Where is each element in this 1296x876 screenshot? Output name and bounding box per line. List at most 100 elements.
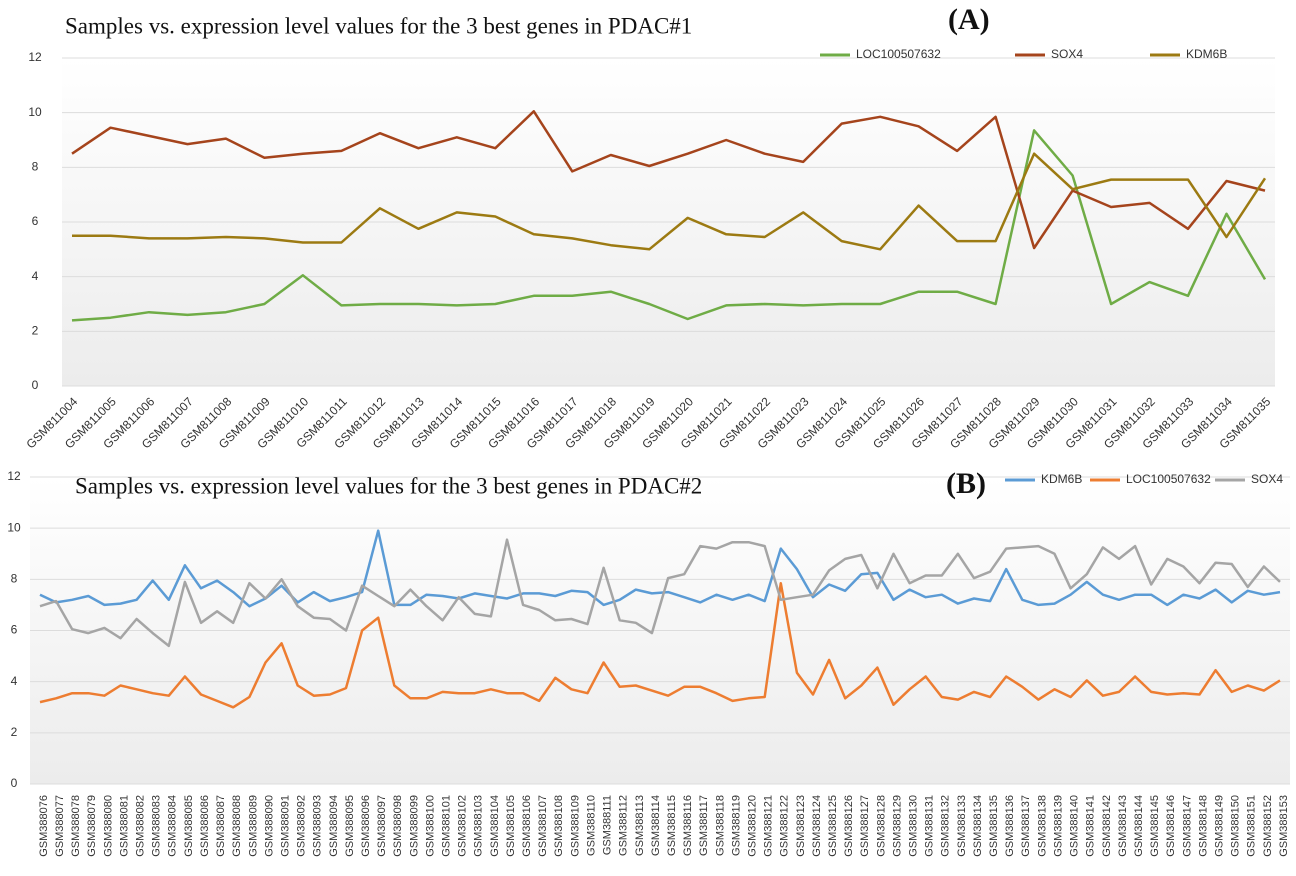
x-tick-label: GSM388087 xyxy=(215,795,227,857)
x-tick-label: GSM388082 xyxy=(135,795,147,857)
legend-label: KDM6B xyxy=(1186,47,1227,61)
x-tick-label: GSM388130 xyxy=(908,795,920,857)
x-tick-label: GSM388080 xyxy=(102,795,114,857)
x-tick-label: GSM388096 xyxy=(360,795,372,857)
x-tick-label: GSM388150 xyxy=(1230,795,1242,857)
y-tick-label: 4 xyxy=(11,674,18,688)
x-tick-label: GSM388147 xyxy=(1181,795,1193,857)
x-tick-label: GSM388139 xyxy=(1052,795,1064,857)
y-tick-label: 12 xyxy=(28,50,42,64)
series-line xyxy=(39,538,1281,648)
x-tick-label: GSM388106 xyxy=(521,795,533,857)
y-tick-label: 12 xyxy=(7,469,21,483)
x-tick-label: GSM388120 xyxy=(746,795,758,857)
x-tick-label: GSM388076 xyxy=(38,795,50,857)
x-tick-label: GSM388108 xyxy=(553,795,565,857)
x-tick-label: GSM388109 xyxy=(569,795,581,857)
y-tick-label: 0 xyxy=(32,378,39,392)
legend-label: SOX4 xyxy=(1051,47,1083,61)
x-tick-label: GSM388098 xyxy=(392,795,404,857)
x-tick-label: GSM388136 xyxy=(1004,795,1016,857)
panel-label: (A) xyxy=(948,3,990,36)
x-tick-label: GSM388137 xyxy=(1020,795,1032,857)
y-tick-label: 8 xyxy=(32,160,39,174)
legend-label: LOC100507632 xyxy=(1126,472,1211,486)
x-tick-label: GSM388141 xyxy=(1085,795,1097,857)
x-tick-label: GSM388094 xyxy=(328,795,340,857)
x-tick-label: GSM388113 xyxy=(634,795,646,856)
y-tick-label: 0 xyxy=(11,776,18,790)
x-tick-label: GSM388078 xyxy=(70,795,82,857)
x-tick-label: GSM388097 xyxy=(376,795,388,857)
x-tick-label: GSM388125 xyxy=(827,795,839,857)
y-tick-label: 2 xyxy=(32,324,39,338)
y-tick-label: 6 xyxy=(11,623,18,637)
x-tick-label: GSM388114 xyxy=(650,795,662,856)
x-tick-label: GSM388131 xyxy=(924,795,936,857)
x-tick-label: GSM388143 xyxy=(1117,795,1129,857)
x-tick-label: GSM388133 xyxy=(956,795,968,857)
panel-label: (B) xyxy=(946,467,986,500)
x-tick-label: GSM388091 xyxy=(279,795,291,857)
x-tick-label: GSM388079 xyxy=(86,795,98,857)
x-tick-label: GSM388111 xyxy=(602,795,614,855)
x-tick-label: GSM388105 xyxy=(505,795,517,857)
x-tick-label: GSM388142 xyxy=(1101,795,1113,857)
x-tick-label: GSM388140 xyxy=(1069,795,1081,857)
x-tick-label: GSM388112 xyxy=(618,795,630,856)
x-tick-label: GSM388100 xyxy=(424,795,436,857)
series-line xyxy=(72,152,1267,251)
x-tick-label: GSM388095 xyxy=(344,795,356,857)
x-tick-label: GSM388093 xyxy=(312,795,324,857)
x-tick-label: GSM388102 xyxy=(457,795,469,857)
x-tick-label: GSM388128 xyxy=(875,795,887,857)
series-line xyxy=(71,129,1267,322)
x-tick-label: GSM388152 xyxy=(1262,795,1274,857)
x-tick-label: GSM388135 xyxy=(988,795,1000,857)
legend-label: SOX4 xyxy=(1251,472,1283,486)
x-tick-label: GSM388138 xyxy=(1036,795,1048,857)
x-tick-label: GSM388144 xyxy=(1133,795,1145,857)
x-tick-label: GSM388086 xyxy=(199,795,211,857)
x-tick-label: GSM388083 xyxy=(151,795,163,857)
x-tick-label: GSM388088 xyxy=(231,795,243,857)
x-tick-label: GSM388077 xyxy=(54,795,66,857)
series-line xyxy=(71,110,1266,250)
y-tick-label: 8 xyxy=(11,572,18,586)
series-line xyxy=(39,581,1281,709)
x-tick-label: GSM388115 xyxy=(666,795,678,856)
y-tick-label: 10 xyxy=(28,105,42,119)
x-tick-label: GSM388146 xyxy=(1165,795,1177,857)
legend-label: LOC100507632 xyxy=(856,47,941,61)
x-tick-label: GSM388148 xyxy=(1197,795,1209,857)
legend-label: KDM6B xyxy=(1041,472,1082,486)
y-tick-label: 6 xyxy=(32,214,39,228)
x-tick-label: GSM388107 xyxy=(537,795,549,857)
x-tick-label: GSM388134 xyxy=(972,795,984,857)
x-tick-label: GSM388085 xyxy=(183,795,195,857)
x-tick-label: GSM388153 xyxy=(1278,795,1290,857)
x-tick-label: GSM388127 xyxy=(859,795,871,857)
x-tick-label: GSM388151 xyxy=(1246,795,1258,857)
x-tick-label: GSM388081 xyxy=(118,795,130,857)
x-tick-label: GSM388118 xyxy=(714,795,726,856)
x-tick-label: GSM388117 xyxy=(698,795,710,856)
y-tick-label: 4 xyxy=(32,269,39,283)
x-tick-label: GSM388123 xyxy=(795,795,807,857)
x-tick-label: GSM388124 xyxy=(811,795,823,857)
x-tick-label: GSM388090 xyxy=(263,795,275,857)
chart-title: Samples vs. expression level values for … xyxy=(65,13,692,38)
x-tick-label: GSM388116 xyxy=(682,795,694,856)
x-tick-label: GSM388122 xyxy=(779,795,791,857)
x-tick-label: GSM388092 xyxy=(296,795,308,857)
x-tick-label: GSM388103 xyxy=(473,795,485,857)
x-tick-label: GSM388104 xyxy=(489,795,501,857)
x-tick-label: GSM388126 xyxy=(843,795,855,857)
y-tick-label: 10 xyxy=(7,520,21,534)
series-line xyxy=(39,529,1281,608)
x-tick-label: GSM388110 xyxy=(585,795,597,856)
x-tick-label: GSM388129 xyxy=(891,795,903,857)
x-tick-label: GSM388132 xyxy=(940,795,952,857)
x-tick-label: GSM388099 xyxy=(408,795,420,857)
